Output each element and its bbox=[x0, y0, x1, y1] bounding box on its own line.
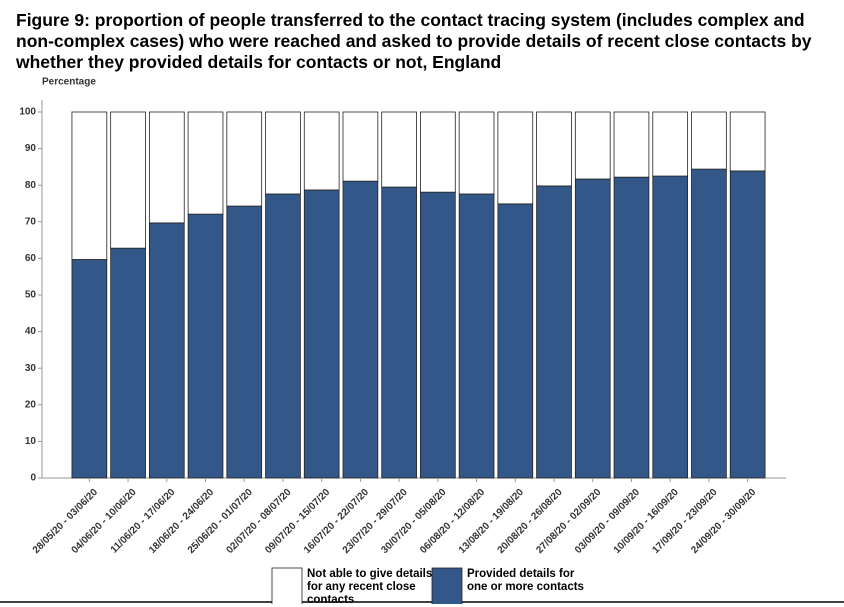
legend-swatch bbox=[431, 567, 463, 604]
y-tick-label: 90 bbox=[25, 143, 37, 154]
x-tick-label: 27/08/20 - 02/09/20 bbox=[534, 487, 603, 556]
bar-segment bbox=[110, 111, 146, 249]
x-tick-label: 16/07/20 - 22/07/20 bbox=[302, 487, 371, 556]
x-tick-label: 10/09/20 - 16/09/20 bbox=[612, 487, 681, 556]
bar-segment bbox=[691, 111, 727, 170]
legend-label: Provided details for one or more contact… bbox=[467, 568, 584, 593]
bar-segment bbox=[187, 111, 224, 215]
bar-segment bbox=[497, 203, 534, 479]
chart-title: Figure 9: proportion of people transferr… bbox=[16, 10, 812, 72]
bar-segment bbox=[420, 191, 456, 479]
bar-segment bbox=[613, 176, 650, 479]
y-tick-label: 70 bbox=[25, 216, 37, 227]
x-tick-label: 28/05/20 - 03/06/20 bbox=[31, 487, 100, 556]
x-tick-label: 13/08/20 - 19/08/20 bbox=[457, 487, 526, 556]
bar-segment bbox=[729, 170, 766, 479]
x-tick-label: 30/07/20 - 05/08/20 bbox=[379, 487, 448, 556]
x-tick-label: 18/06/20 - 24/06/20 bbox=[147, 487, 216, 556]
bar-segment bbox=[691, 168, 727, 479]
bar-segment bbox=[71, 111, 108, 260]
x-tick-label: 11/06/20 - 17/06/20 bbox=[109, 487, 178, 556]
bar-segment bbox=[303, 189, 340, 479]
y-tick-label: 20 bbox=[25, 399, 37, 410]
x-tick-label: 17/09/20 - 23/09/20 bbox=[650, 487, 719, 556]
bar-segment bbox=[652, 175, 689, 479]
x-tick-label: 06/08/20 - 12/08/20 bbox=[418, 487, 487, 556]
bar-segment bbox=[110, 247, 146, 479]
y-tick-label: 80 bbox=[25, 180, 37, 191]
bar-segment bbox=[187, 213, 224, 479]
bar-segment bbox=[536, 185, 572, 479]
y-axis-label: Percentage bbox=[42, 77, 96, 88]
bar-segment bbox=[574, 178, 611, 479]
bar-segment bbox=[342, 180, 379, 479]
x-tick-label: 04/06/20 - 10/06/20 bbox=[70, 487, 139, 556]
bar-segment bbox=[381, 186, 417, 479]
bar-segment bbox=[265, 111, 301, 195]
y-tick-label: 50 bbox=[25, 290, 37, 301]
bar-segment bbox=[148, 222, 185, 479]
x-tick-label: 20/08/20 - 26/08/20 bbox=[496, 487, 565, 556]
bar-segment bbox=[613, 111, 650, 178]
bar-segment bbox=[497, 111, 534, 205]
x-tick-label: 24/09/20 - 30/09/20 bbox=[689, 487, 758, 556]
legend-label: Not able to give details for any recent … bbox=[307, 568, 433, 606]
bar-segment bbox=[71, 259, 108, 479]
x-tick-label: 03/09/20 - 09/09/20 bbox=[573, 487, 642, 556]
y-tick-label: 10 bbox=[25, 436, 37, 447]
bar-segment bbox=[265, 193, 301, 479]
y-tick-label: 0 bbox=[30, 473, 36, 484]
x-tick-label: 25/06/20 - 01/07/20 bbox=[186, 487, 255, 556]
bar-segment bbox=[342, 111, 379, 182]
x-tick-label: 23/07/20 - 29/07/20 bbox=[341, 487, 410, 556]
bar-segment bbox=[652, 111, 689, 177]
bar-segment bbox=[458, 193, 495, 479]
bar-segment bbox=[536, 111, 572, 187]
x-tick-label: 09/07/20 - 15/07/20 bbox=[263, 487, 332, 556]
y-tick-label: 40 bbox=[25, 326, 37, 337]
bar-segment bbox=[148, 111, 185, 224]
y-tick-label: 60 bbox=[25, 253, 37, 264]
bar-segment bbox=[420, 111, 456, 193]
bar-segment bbox=[458, 111, 495, 195]
bar-segment bbox=[729, 111, 766, 172]
bar-segment bbox=[381, 111, 417, 188]
bar-segment bbox=[574, 111, 611, 180]
bar-segment bbox=[226, 111, 263, 207]
legend-swatch bbox=[271, 567, 303, 604]
bar-segment bbox=[226, 205, 263, 479]
y-tick-label: 30 bbox=[25, 363, 37, 374]
bar-segment bbox=[303, 111, 340, 191]
x-tick-label: 02/07/20 - 08/07/20 bbox=[225, 487, 294, 556]
y-tick-label: 100 bbox=[19, 107, 36, 118]
